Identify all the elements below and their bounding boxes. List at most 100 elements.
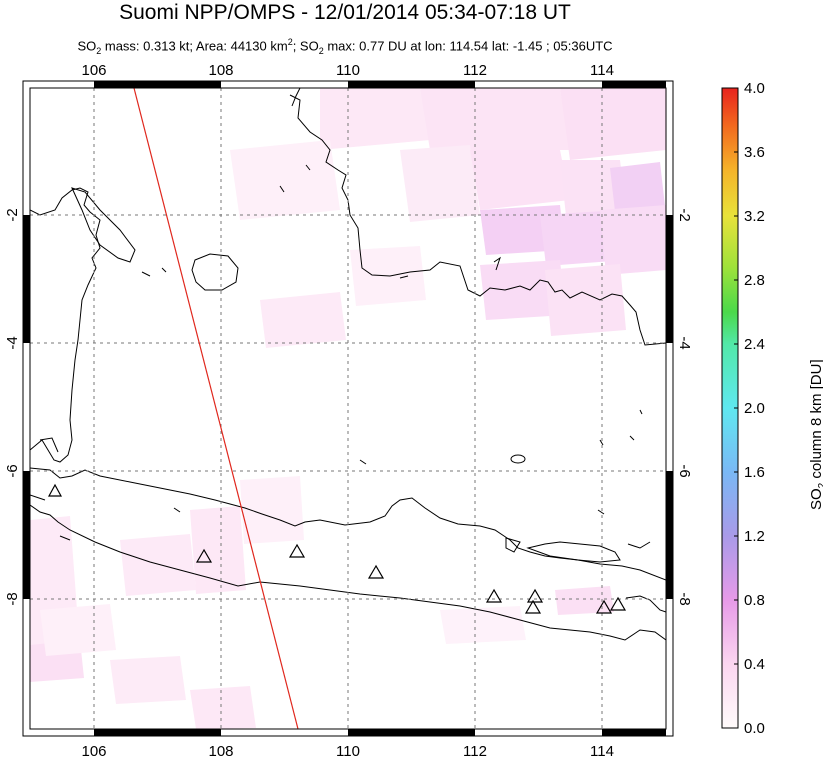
- colorbar-tick-label: 0.4: [744, 656, 765, 673]
- map-title: Suomi NPP/OMPS - 12/01/2014 05:34-07:18 …: [119, 1, 571, 24]
- colorbar-tick-label: 1.2: [744, 528, 765, 545]
- triangle-icon: [288, 543, 306, 558]
- lon-label-bottom: 112: [463, 743, 487, 759]
- sumatra-coast: [30, 187, 101, 463]
- lon-label-top: 110: [336, 62, 360, 79]
- so2-pixel: [120, 534, 196, 596]
- lat-label-left: -2: [4, 208, 21, 221]
- triangle-icon: [367, 564, 385, 579]
- lon-label-top: 106: [81, 62, 106, 79]
- colorbar-tick-label: 4.0: [744, 80, 765, 97]
- border-bar: [23, 215, 30, 343]
- colorbar-title-sub: 2: [817, 483, 823, 489]
- java-north-coast: [30, 467, 666, 581]
- max-label: ; SO: [292, 38, 319, 54]
- lat-label-right: -6: [676, 464, 693, 477]
- lat-label-right: -8: [676, 592, 693, 605]
- so2-pixel: [320, 88, 430, 150]
- madura-island: [526, 541, 621, 563]
- lon-label-top: 114: [590, 62, 614, 79]
- lat-label-right: -4: [676, 336, 693, 349]
- border-bar: [666, 471, 673, 599]
- border-bar: [602, 81, 666, 88]
- so2-pixel: [110, 656, 186, 704]
- small-island: [399, 275, 409, 279]
- so2-pixel: [545, 264, 626, 336]
- border-bars: [23, 81, 673, 736]
- colorbar-tick-label: 1.6: [744, 464, 765, 481]
- small-island: [629, 435, 635, 441]
- volcano-markers: [47, 483, 627, 614]
- so2-pixel: [420, 88, 570, 150]
- so2-subscript: 2: [96, 45, 102, 56]
- small-island: [279, 185, 285, 193]
- triangle-icon: [609, 596, 627, 611]
- so2-pixel: [40, 604, 116, 656]
- border-bar: [666, 215, 673, 343]
- belitung-island: [191, 253, 239, 291]
- small-island: [39, 437, 59, 453]
- max-text: max: 0.77 DU at lon: 114.54 lat: -1.45 ;…: [323, 38, 613, 54]
- colorbar-tick-label: 3.6: [744, 144, 765, 161]
- small-island: [627, 541, 651, 549]
- small-island: [30, 494, 46, 501]
- so2-pixel: [400, 145, 480, 222]
- small-island: [639, 409, 643, 415]
- so2-pixel: [560, 88, 666, 160]
- colorbar-ticks: [734, 87, 738, 729]
- so2-label: SO: [77, 38, 97, 54]
- lon-label-top: 112: [463, 62, 487, 79]
- surabaya-outline: [505, 537, 521, 553]
- lon-label-top: 108: [208, 62, 233, 79]
- lat-label-right: -2: [676, 208, 693, 221]
- so2-pixel: [470, 150, 570, 210]
- map-subtitle: SO2 mass: 0.313 kt; Area: 44130 km2; SO2…: [0, 34, 690, 59]
- so2-pixel: [190, 686, 256, 729]
- colorbar-tick-label: 3.2: [744, 208, 765, 225]
- so2-pixel: [560, 160, 626, 216]
- small-island: [359, 459, 367, 465]
- so2-pixel: [230, 140, 340, 220]
- colorbar-tick-label: 0.0: [744, 720, 765, 737]
- so2-pixel: [480, 260, 566, 320]
- border-bar: [348, 729, 475, 736]
- border-bar: [94, 729, 221, 736]
- colorbar-tick-label: 2.0: [744, 400, 765, 417]
- mass-area-text: mass: 0.313 kt; Area: 44130 km: [101, 38, 288, 54]
- small-island: [59, 535, 71, 541]
- bali-coast: [625, 595, 666, 613]
- karimunjawa-island: [510, 454, 526, 464]
- bangka-island: [71, 187, 136, 263]
- so2-pixel: [440, 606, 526, 644]
- lat-label-left: -8: [4, 592, 21, 605]
- lon-label-bottom: 114: [590, 743, 614, 759]
- lon-labels: 106 108 110 112 114 106 108 110 112 114: [81, 62, 613, 759]
- triangle-icon: [195, 548, 213, 563]
- small-island: [597, 509, 605, 515]
- triangle-icon: [47, 483, 63, 497]
- small-island: [161, 267, 167, 273]
- border-bar: [602, 729, 666, 736]
- so2-pixel: [260, 292, 346, 348]
- orbit-track-line: [133, 88, 299, 729]
- small-island: [493, 256, 501, 271]
- lon-label-bottom: 110: [336, 743, 360, 759]
- graticule: [30, 88, 666, 729]
- lat-label-left: -4: [4, 336, 21, 349]
- small-island: [173, 507, 181, 513]
- colorbar-title-rest: column 8 km [DU]: [808, 359, 823, 479]
- colorbar-title: SO2 column 8 km [DU]: [808, 359, 823, 510]
- java-south-coast: [30, 504, 666, 641]
- triangle-icon: [485, 588, 503, 603]
- lat-label-left: -6: [4, 464, 21, 477]
- border-bar: [94, 81, 221, 88]
- so2-pixel: [600, 205, 666, 275]
- borneo-coast: [289, 94, 666, 346]
- coastlines: [30, 88, 666, 641]
- colorbar-tick-label: 0.8: [744, 592, 765, 609]
- so2-pixels: [30, 88, 666, 729]
- lon-label-bottom: 106: [81, 743, 106, 759]
- small-island: [599, 439, 604, 446]
- colorbar-tick-label: 2.4: [744, 336, 765, 353]
